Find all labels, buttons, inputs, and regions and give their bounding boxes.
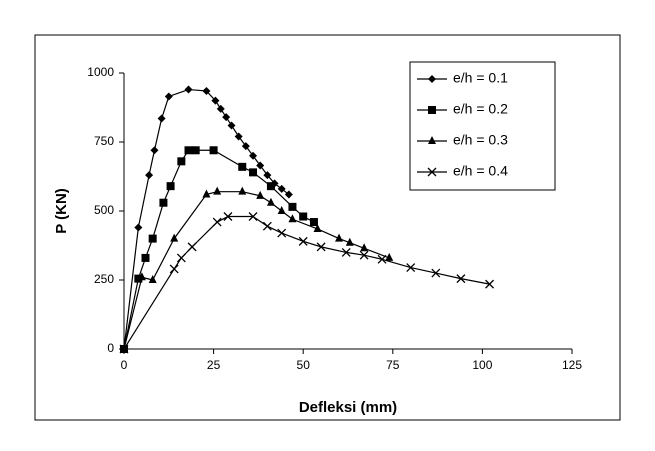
- data-point: [148, 275, 157, 283]
- data-point: [184, 85, 193, 94]
- legend-label: e/h = 0.1: [453, 70, 508, 86]
- data-point: [360, 243, 369, 252]
- data-point: [377, 254, 387, 264]
- data-point: [313, 223, 322, 232]
- data-point: [345, 237, 354, 246]
- data-point: [212, 217, 222, 227]
- data-point: [148, 234, 157, 243]
- data-point: [227, 121, 236, 130]
- x-tick-label: 75: [386, 358, 400, 372]
- data-point: [385, 252, 394, 261]
- data-point: [406, 263, 416, 273]
- data-point: [134, 223, 143, 232]
- data-point: [141, 253, 150, 262]
- x-tick-label: 0: [121, 358, 128, 372]
- data-point: [248, 212, 258, 221]
- data-point: [277, 184, 286, 193]
- legend-marker: [427, 167, 437, 177]
- data-point: [256, 161, 265, 170]
- y-tick-label: 750: [94, 134, 114, 148]
- data-point: [241, 142, 250, 151]
- data-point: [157, 114, 166, 123]
- legend-label: e/h = 0.3: [453, 132, 508, 148]
- data-point: [209, 146, 218, 155]
- data-point: [137, 272, 146, 281]
- data-point: [288, 214, 297, 223]
- y-axis-label: P (KN): [53, 188, 70, 234]
- data-point: [150, 146, 159, 155]
- x-tick-label: 25: [207, 358, 221, 372]
- data-point: [299, 212, 308, 221]
- data-point: [202, 189, 211, 198]
- data-point: [177, 157, 186, 166]
- y-tick-label: 250: [94, 272, 114, 286]
- data-point: [213, 186, 222, 195]
- data-point: [431, 268, 441, 278]
- data-point: [277, 228, 287, 238]
- legend-label: e/h = 0.2: [453, 101, 508, 117]
- data-point: [249, 151, 258, 160]
- y-tick-label: 1000: [87, 65, 114, 79]
- data-point: [359, 250, 369, 260]
- data-point: [284, 190, 293, 199]
- data-point: [184, 146, 193, 155]
- series-line: [123, 149, 315, 350]
- data-point: [166, 182, 175, 191]
- legend-marker: [428, 106, 436, 114]
- data-point: [223, 212, 233, 221]
- x-tick-label: 50: [297, 358, 311, 372]
- data-point: [191, 146, 200, 155]
- data-point: [187, 242, 197, 252]
- data-point: [263, 171, 272, 180]
- series-line: [123, 191, 390, 350]
- series-line: [123, 215, 490, 350]
- data-point: [288, 202, 297, 211]
- data-point: [216, 104, 225, 113]
- chart-border: [34, 34, 621, 421]
- data-point: [211, 96, 220, 105]
- data-point: [202, 86, 211, 95]
- data-point: [266, 182, 275, 191]
- data-point: [238, 186, 247, 195]
- data-point: [159, 198, 168, 207]
- data-point: [298, 236, 308, 246]
- data-point: [145, 171, 154, 180]
- x-axis-label: Defleksi (mm): [299, 399, 397, 416]
- legend-marker: [428, 136, 436, 144]
- data-point: [238, 162, 247, 171]
- data-point: [234, 132, 243, 141]
- data-point: [119, 344, 129, 354]
- legend-marker: [428, 75, 436, 83]
- data-point: [316, 242, 326, 252]
- data-point: [341, 247, 351, 257]
- data-point: [485, 279, 495, 289]
- data-point: [309, 218, 318, 227]
- data-point: [249, 168, 258, 177]
- legend-box: [409, 61, 556, 191]
- data-point: [169, 264, 179, 274]
- x-tick-label: 125: [562, 358, 582, 372]
- data-point: [335, 233, 344, 242]
- y-tick-label: 0: [107, 341, 114, 355]
- data-point: [176, 253, 186, 263]
- x-tick-label: 100: [472, 358, 492, 372]
- data-point: [456, 274, 466, 284]
- data-point: [277, 206, 286, 214]
- y-tick-label: 500: [94, 203, 114, 217]
- legend-label: e/h = 0.4: [453, 163, 508, 179]
- data-point: [256, 190, 265, 199]
- data-point: [222, 113, 231, 122]
- data-point: [262, 221, 272, 231]
- data-point: [164, 92, 173, 101]
- data-point: [170, 233, 179, 242]
- data-point: [266, 197, 275, 206]
- data-point: [134, 274, 143, 283]
